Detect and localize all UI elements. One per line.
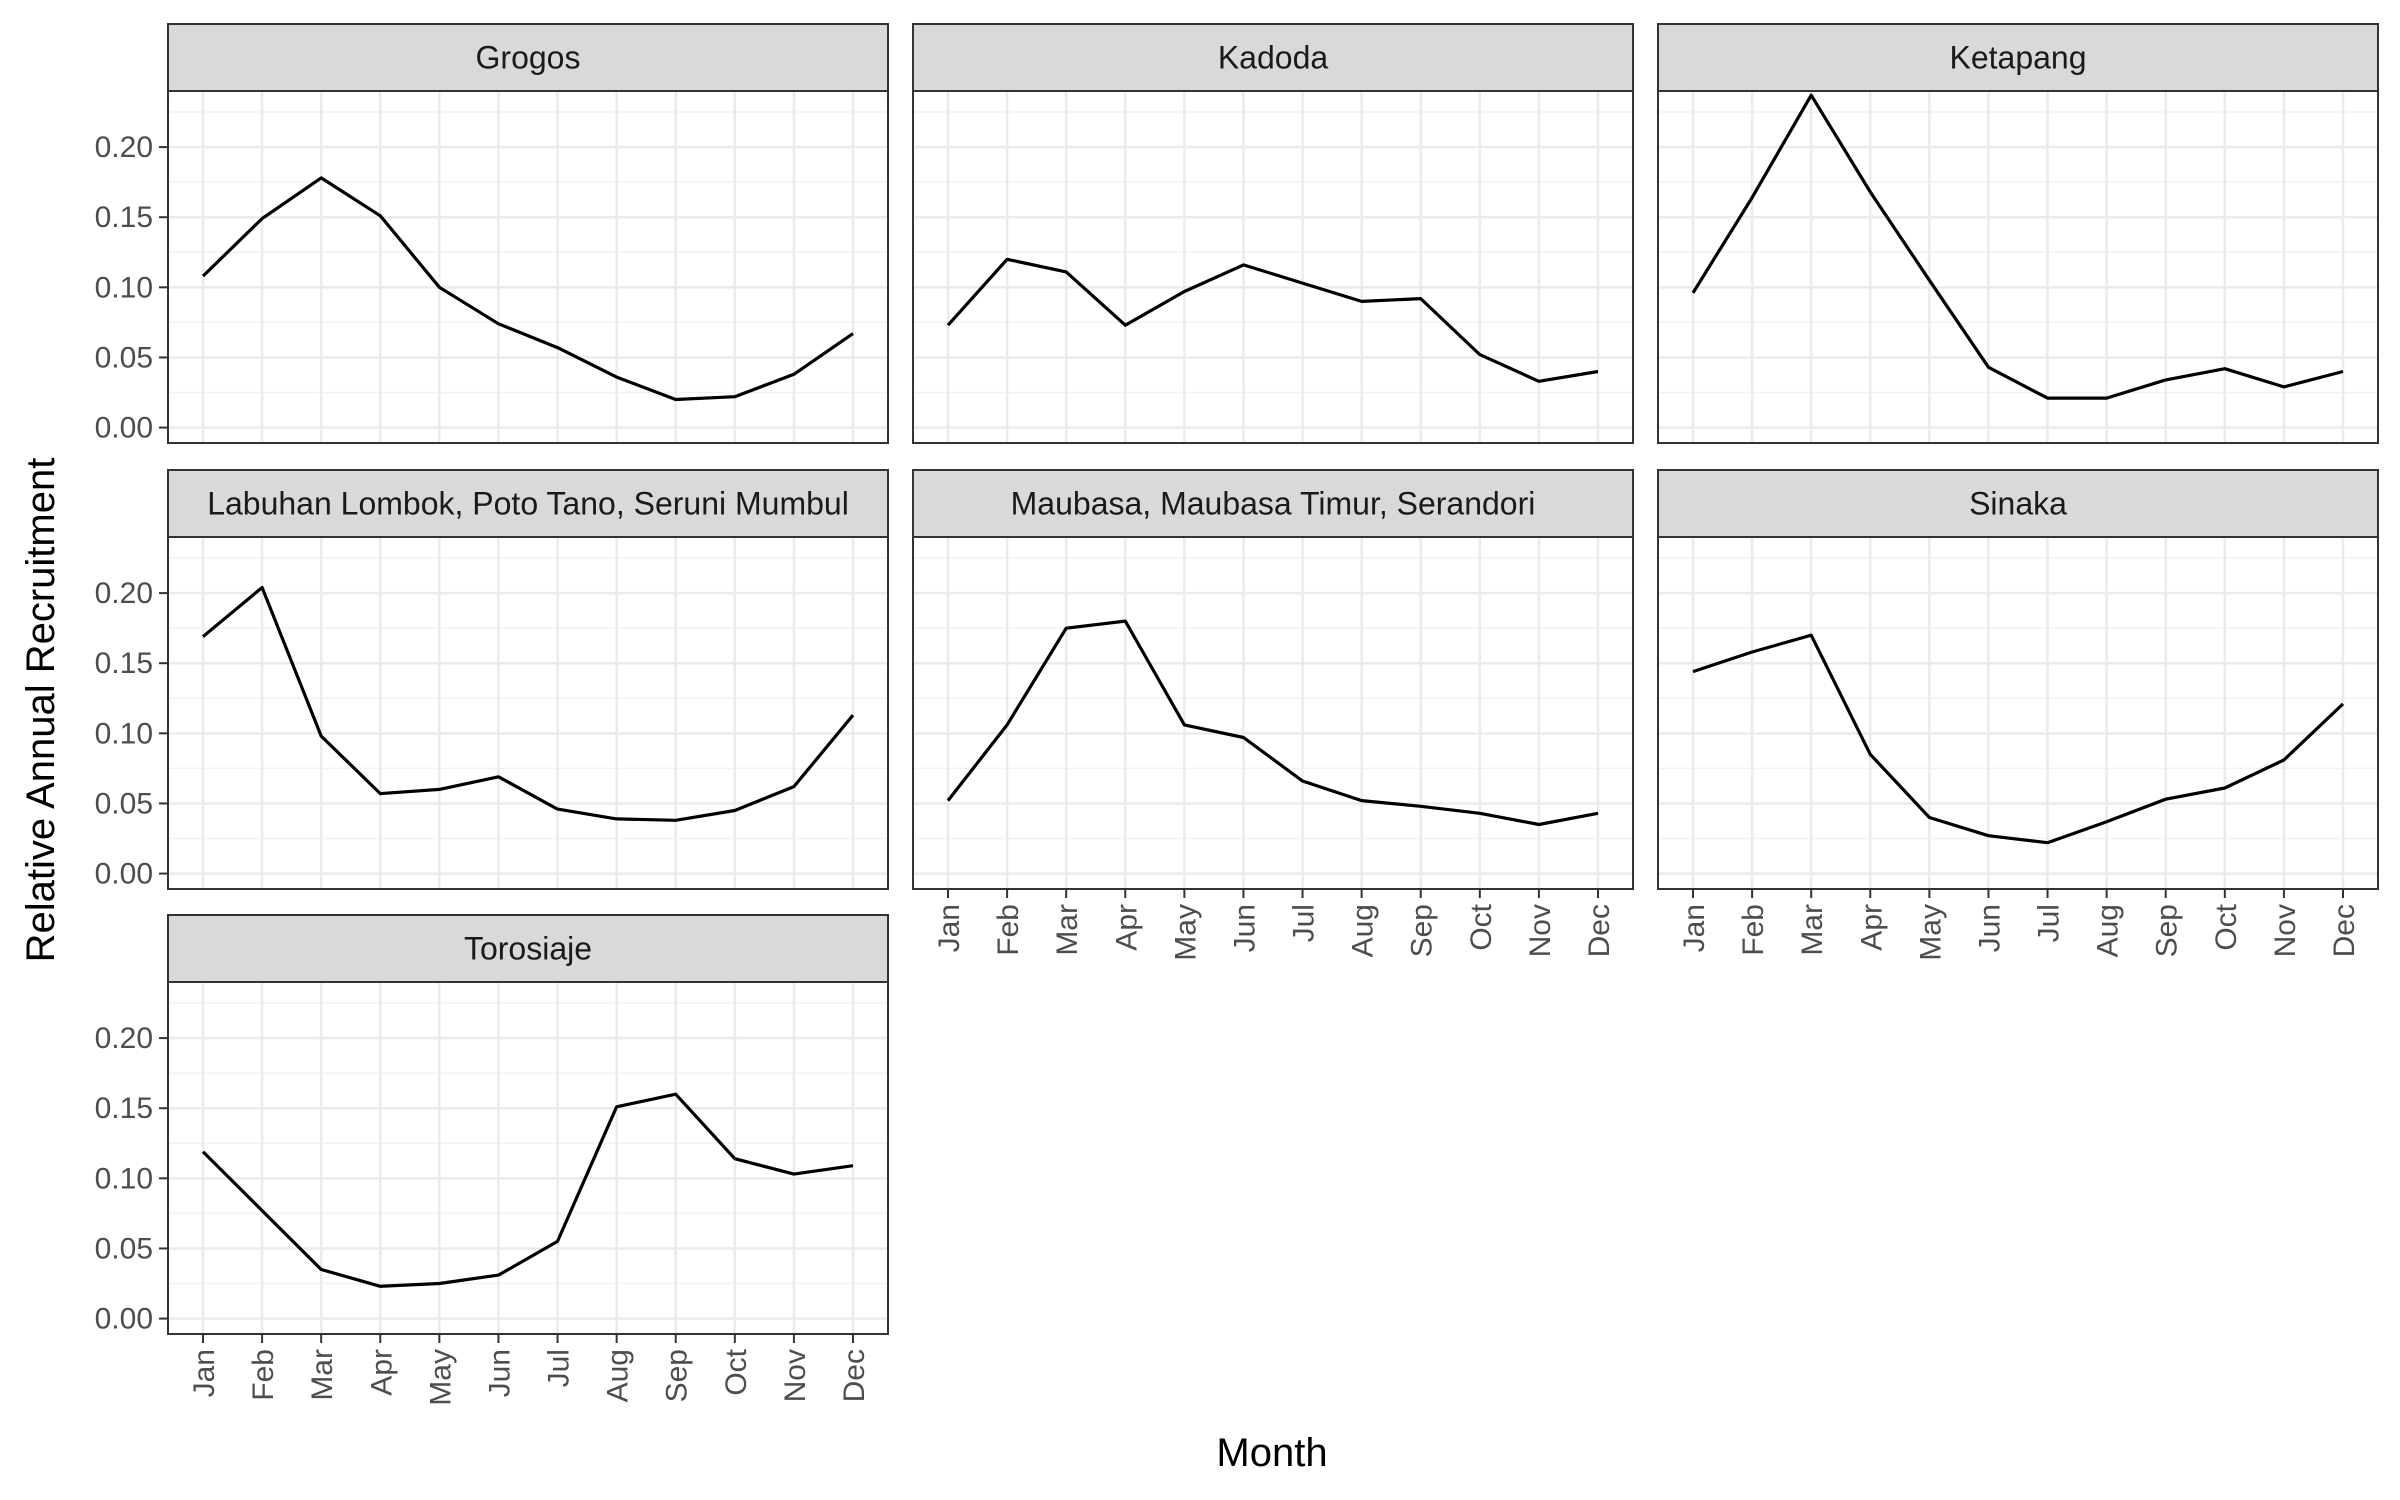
- y-tick-label: 0.20: [95, 1022, 153, 1055]
- facet-label: Labuhan Lombok, Poto Tano, Seruni Mumbul: [207, 486, 849, 522]
- facet-label: Ketapang: [1949, 40, 2086, 76]
- facet-label: Grogos: [476, 40, 581, 76]
- panel-border: [167, 981, 889, 1335]
- y-tick-label: 0.00: [95, 1303, 153, 1336]
- y-tick-label: 0.10: [95, 1162, 153, 1195]
- facet-strip: [167, 914, 889, 983]
- x-tick-label: Aug: [2092, 904, 2125, 957]
- x-tick-label: Apr: [365, 1349, 398, 1396]
- y-tick-label: 0.05: [95, 787, 153, 820]
- x-tick-label: Nov: [779, 1349, 812, 1402]
- y-tick-label: 0.20: [95, 577, 153, 610]
- x-tick-label: Nov: [1524, 904, 1557, 957]
- x-tick-label: Jun: [483, 1349, 516, 1397]
- x-tick-label: Sep: [1406, 904, 1439, 957]
- x-tick-label: Mar: [306, 1349, 339, 1401]
- x-tick-label: Nov: [2269, 904, 2302, 957]
- x-tick-label: Sep: [2151, 904, 2184, 957]
- x-axis-title: Month: [1216, 1431, 1327, 1475]
- facet-strip: [1657, 23, 2379, 92]
- series-line: [201, 1092, 854, 1288]
- y-tick-label: 0.00: [95, 858, 153, 891]
- x-tick-label: Aug: [1347, 904, 1380, 957]
- x-tick-label: Jul: [1288, 904, 1321, 942]
- y-tick-label: 0.05: [95, 341, 153, 374]
- x-tick-label: Dec: [838, 1349, 871, 1402]
- panel-grogos: Grogos 0.00 0.05 0.10 0.15 0.20: [95, 23, 889, 445]
- y-axis-title: Relative Annual Recruitment: [19, 458, 63, 963]
- y-tick-label: 0.20: [95, 131, 153, 164]
- y-tick-label: 0.10: [95, 717, 153, 750]
- x-tick-label: Sep: [661, 1349, 694, 1402]
- plot-background: [168, 91, 888, 443]
- x-tick-label: Jun: [1228, 904, 1261, 952]
- x-tick-label: Dec: [1583, 904, 1616, 957]
- panel-border: [1657, 536, 2379, 890]
- series-line: [946, 257, 1599, 383]
- x-tick-label: Feb: [992, 904, 1025, 956]
- panel-kadoda: Kadoda: [912, 23, 1634, 444]
- panel-ketapang: Ketapang: [1657, 23, 2379, 444]
- facet-label: Maubasa, Maubasa Timur, Serandori: [1011, 486, 1536, 522]
- panel-border: [912, 536, 1634, 890]
- x-tick-label: Feb: [247, 1349, 280, 1401]
- x-tick-label: Jun: [1973, 904, 2006, 952]
- plot-background: [1658, 537, 2378, 889]
- facet-strip: [167, 469, 889, 538]
- plot-background: [1658, 91, 2378, 443]
- x-tick-label: May: [424, 1349, 457, 1406]
- y-tick-label: 0.15: [95, 1092, 153, 1125]
- x-tick-label: May: [1169, 904, 1202, 961]
- x-tick-label: Jan: [933, 904, 966, 952]
- x-tick-label: Oct: [720, 1348, 753, 1395]
- y-tick-label: 0.10: [95, 271, 153, 304]
- plot-background: [913, 91, 1633, 443]
- x-tick-label: Apr: [1110, 904, 1143, 951]
- x-tick-label: Feb: [1737, 904, 1770, 956]
- panel-border: [167, 536, 889, 890]
- series-line: [201, 176, 854, 402]
- y-tick-label: 0.05: [95, 1232, 153, 1265]
- facet-label: Sinaka: [1969, 486, 2067, 522]
- facet-label: Torosiaje: [464, 931, 592, 967]
- x-tick-label: Mar: [1051, 904, 1084, 956]
- series-line: [201, 585, 855, 822]
- panel-maubasa-maubasa-timur-serandori: Maubasa, Maubasa Timur, Serandori Jan Feb M…: [912, 469, 1634, 961]
- x-tick-label: Jul: [2033, 904, 2066, 942]
- facet-strip: [1657, 469, 2379, 538]
- x-tick-label: Apr: [1855, 904, 1888, 951]
- plot-background: [168, 537, 888, 889]
- y-tick-label: 0.00: [95, 412, 153, 445]
- panel-sinaka: Sinaka Jan Feb Mar Apr May Jun Jul Aug Sep Oct Nov D…: [1657, 469, 2379, 961]
- plot-background: [168, 982, 888, 1334]
- panel-torosiaje: Torosiaje 0.00 0.05 0.10 0.15 0.20 Jan Feb Mar Ap…: [95, 914, 889, 1406]
- panel-labuhan-lombok-poto-tano-seruni-mumbul: Labuhan Lombok, Poto Tano, Seruni Mumbul…: [95, 469, 889, 891]
- facet-strip: [912, 469, 1634, 538]
- x-tick-label: Oct: [1465, 903, 1498, 950]
- facet-label: Kadoda: [1218, 40, 1329, 76]
- x-tick-label: Dec: [2328, 904, 2361, 957]
- x-tick-label: Jan: [1678, 904, 1711, 952]
- panel-border: [167, 90, 889, 444]
- series-line: [1691, 93, 2344, 400]
- y-tick-label: 0.15: [95, 647, 153, 680]
- x-tick-label: May: [1914, 904, 1947, 961]
- panel-border: [912, 90, 1634, 444]
- x-tick-label: Aug: [602, 1349, 635, 1402]
- y-tick-label: 0.15: [95, 201, 153, 234]
- facet-strip: [167, 23, 889, 92]
- x-tick-label: Oct: [2210, 903, 2243, 950]
- plot-background: [913, 537, 1633, 889]
- x-tick-label: Jul: [543, 1349, 576, 1387]
- series-line: [1692, 633, 2345, 845]
- panel-border: [1657, 90, 2379, 444]
- series-line: [946, 619, 1599, 827]
- x-tick-label: Mar: [1796, 904, 1829, 956]
- x-tick-label: Jan: [188, 1349, 221, 1397]
